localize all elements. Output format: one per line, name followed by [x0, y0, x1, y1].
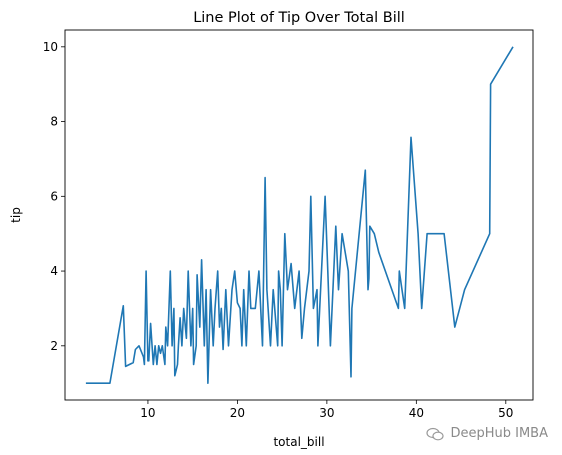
x-axis-label: total_bill [273, 435, 324, 449]
x-axis: 10 20 30 40 50 [140, 400, 513, 420]
chart-title: Line Plot of Tip Over Total Bill [193, 10, 405, 26]
wechat-icon [426, 427, 445, 440]
series-layer [85, 46, 514, 385]
y-tick-label: 2 [50, 339, 58, 353]
watermark: DeepHub IMBA [426, 426, 548, 441]
x-tick-label: 20 [230, 406, 245, 420]
y-tick-label: 10 [43, 40, 58, 54]
x-tick-label: 10 [140, 406, 155, 420]
x-tick-label: 40 [409, 406, 424, 420]
series-line [85, 46, 514, 385]
y-tick-label: 6 [50, 189, 58, 203]
y-tick-label: 8 [50, 115, 58, 129]
y-axis-label: tip [9, 207, 23, 223]
plot-area-frame [64, 29, 534, 401]
x-tick-label: 30 [319, 406, 334, 420]
y-tick-label: 4 [50, 264, 58, 278]
watermark-text: DeepHub IMBA [450, 426, 548, 441]
y-axis: 2 4 6 8 10 [43, 40, 65, 353]
x-tick-label: 50 [498, 406, 513, 420]
